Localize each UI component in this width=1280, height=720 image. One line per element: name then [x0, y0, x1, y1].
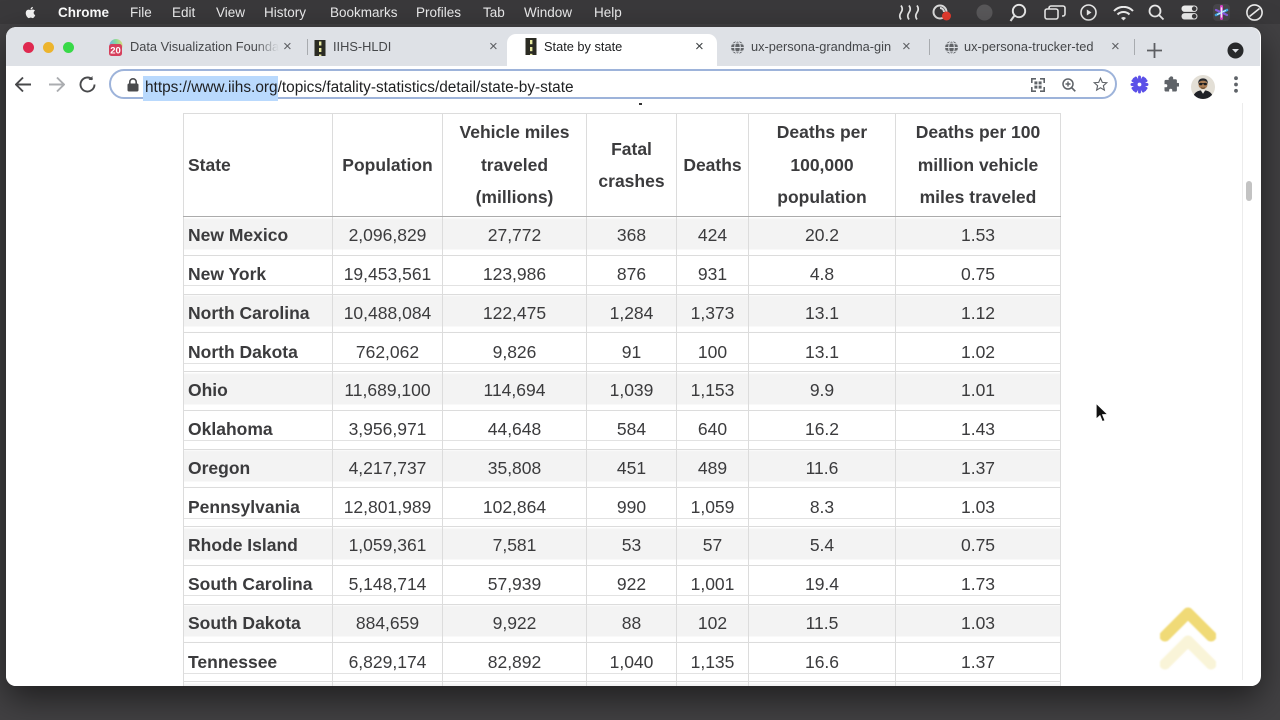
svg-text:20: 20 — [110, 46, 121, 57]
